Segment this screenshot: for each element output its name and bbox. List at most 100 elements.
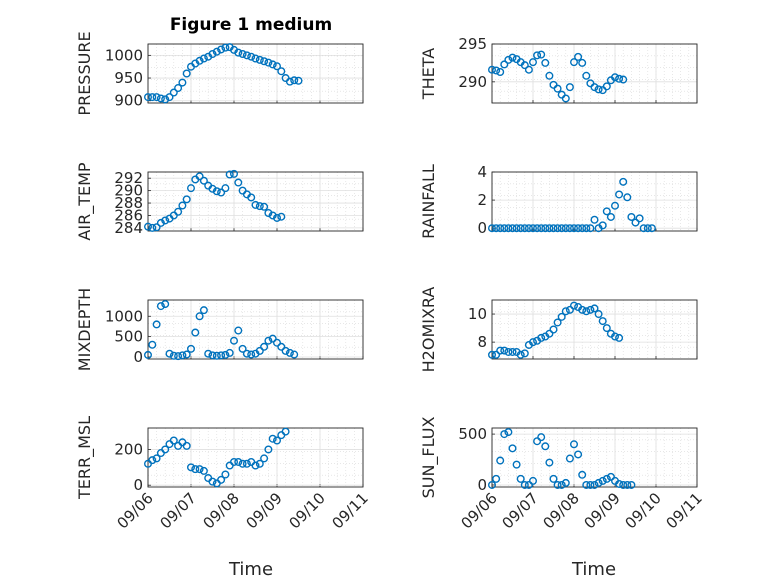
data-point: [500, 224, 509, 233]
data-point: [161, 95, 170, 104]
x-tick-label: 09/11: [329, 489, 372, 532]
data-point: [520, 61, 529, 70]
data-point: [242, 459, 251, 468]
plot-area: [148, 428, 363, 487]
data-point: [545, 71, 554, 80]
data-point: [212, 187, 221, 196]
data-point: [234, 326, 243, 335]
data-point: [512, 224, 521, 233]
data-point: [229, 336, 238, 345]
data-point: [529, 224, 538, 233]
data-point: [553, 480, 562, 489]
data-point: [488, 480, 497, 489]
data-point: [277, 67, 286, 76]
data-point: [182, 441, 191, 450]
data-point: [578, 470, 587, 479]
data-point: [520, 480, 529, 489]
x-tick-label: 09/07: [157, 489, 200, 532]
y-tick-label: 2: [477, 191, 487, 209]
data-point: [195, 172, 204, 181]
data-point: [264, 336, 273, 345]
data-point: [594, 85, 603, 94]
data-point: [565, 224, 574, 233]
data-point: [590, 304, 599, 313]
data-point: [586, 224, 595, 233]
plot-area: [492, 172, 697, 231]
data-point: [606, 212, 615, 221]
data-point: [541, 58, 550, 67]
plot-area: [148, 300, 363, 359]
data-point: [619, 177, 628, 186]
data-point: [516, 350, 525, 359]
data-point: [492, 224, 501, 233]
data-point: [152, 93, 161, 102]
y-tick-label: 1000: [105, 307, 143, 325]
data-point: [578, 224, 587, 233]
data-point: [508, 347, 517, 356]
data-point: [488, 350, 497, 359]
data-point: [277, 342, 286, 351]
y-tick-label: 500: [458, 425, 487, 443]
panel-mixdepth: 0 500 1000 MIXDEPTH: [75, 288, 364, 371]
data-point: [582, 224, 591, 233]
data-point: [174, 352, 183, 361]
data-point: [212, 351, 221, 360]
data-point: [615, 74, 624, 83]
y-axis-label: AIR_TEMP: [75, 162, 95, 240]
data-point: [582, 480, 591, 489]
data-point: [512, 460, 521, 469]
data-point: [165, 349, 174, 358]
data-point: [247, 350, 256, 359]
data-point: [290, 76, 299, 85]
data-point: [549, 325, 558, 334]
data-point: [623, 480, 632, 489]
x-tick-label: 09/10: [286, 489, 329, 532]
data-point: [541, 442, 550, 451]
data-point: [545, 224, 554, 233]
axes-box: [491, 171, 698, 232]
data-point: [182, 350, 191, 359]
data-point: [242, 51, 251, 60]
x-tick-label: 09/11: [663, 489, 706, 532]
data-point: [537, 433, 546, 442]
data-point: [529, 476, 538, 485]
panel-terr_msl: 09/06 09/07 09/08 09/09 09/10 09/11 0 200 TERR_M…: [75, 416, 372, 532]
x-tick-label: 09/06: [458, 489, 501, 532]
data-point: [182, 69, 191, 78]
data-point: [565, 454, 574, 463]
data-point: [294, 76, 303, 85]
data-point: [152, 320, 161, 329]
data-point: [186, 184, 195, 193]
data-point: [516, 474, 525, 483]
data-point: [602, 207, 611, 216]
data-point: [260, 454, 269, 463]
data-point: [221, 184, 230, 193]
data-point: [537, 224, 546, 233]
axes-box: [147, 43, 364, 104]
panel-theta: 290 295 THETA: [419, 35, 698, 104]
data-point: [635, 214, 644, 223]
plot-area: [492, 44, 697, 103]
data-point: [524, 480, 533, 489]
data-point: [520, 224, 529, 233]
x-tick-label: 09/10: [622, 489, 665, 532]
data-point: [553, 318, 562, 327]
plot-area: [148, 44, 363, 103]
data-point: [178, 201, 187, 210]
data-point: [578, 305, 587, 314]
data-point: [148, 456, 157, 465]
data-point: [492, 474, 501, 483]
y-tick-label: 10: [468, 305, 487, 323]
data-point: [242, 349, 251, 358]
data-point: [565, 83, 574, 92]
axes-box: [147, 427, 364, 488]
data-point: [208, 351, 217, 360]
data-point: [615, 479, 624, 488]
y-tick-label: 1000: [105, 46, 143, 64]
axes-box: [491, 427, 698, 488]
data-point: [273, 62, 282, 71]
data-point: [255, 346, 264, 355]
data-point: [217, 475, 226, 484]
data-point: [273, 338, 282, 347]
